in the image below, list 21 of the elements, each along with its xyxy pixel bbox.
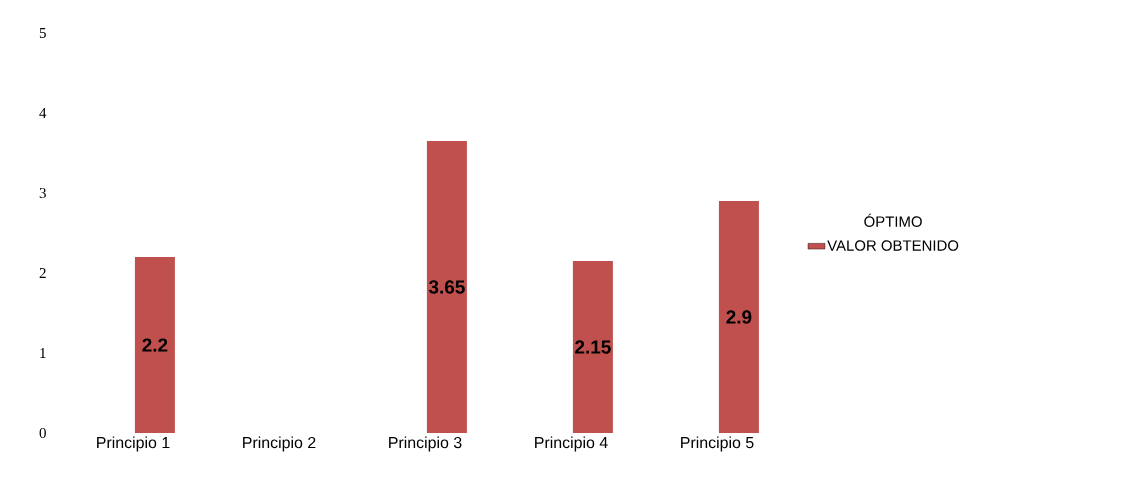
x-tick-label: Principio 1 bbox=[97, 436, 170, 452]
bar bbox=[426, 141, 467, 433]
x-tick-label: Principio 3 bbox=[389, 436, 462, 452]
y-tick-label: 1 bbox=[40, 348, 46, 358]
text: ÓPTIMO bbox=[864, 213, 922, 227]
data-label: 2.9 bbox=[726, 310, 752, 324]
y-tick-label: 0 bbox=[39, 427, 46, 439]
y-tick-label: 4 bbox=[39, 108, 47, 118]
data-label: 3.65 bbox=[428, 280, 465, 294]
y-tick-label: 3 bbox=[39, 187, 46, 199]
x-tick-label: Principio 2 bbox=[243, 436, 316, 452]
data-label: 2.15 bbox=[575, 340, 611, 354]
bar bbox=[718, 201, 759, 433]
x-tick-label: Principio 5 bbox=[681, 436, 754, 452]
y-tick-label: 2 bbox=[39, 268, 46, 278]
x-tick-label: Principio 4 bbox=[535, 436, 608, 452]
bar bbox=[572, 261, 613, 433]
legend-label: VALOR OBTENIDO bbox=[827, 240, 959, 251]
bar bbox=[134, 257, 175, 433]
data-label: 2.2 bbox=[142, 338, 168, 352]
y-tick-label: 5 bbox=[39, 28, 46, 38]
